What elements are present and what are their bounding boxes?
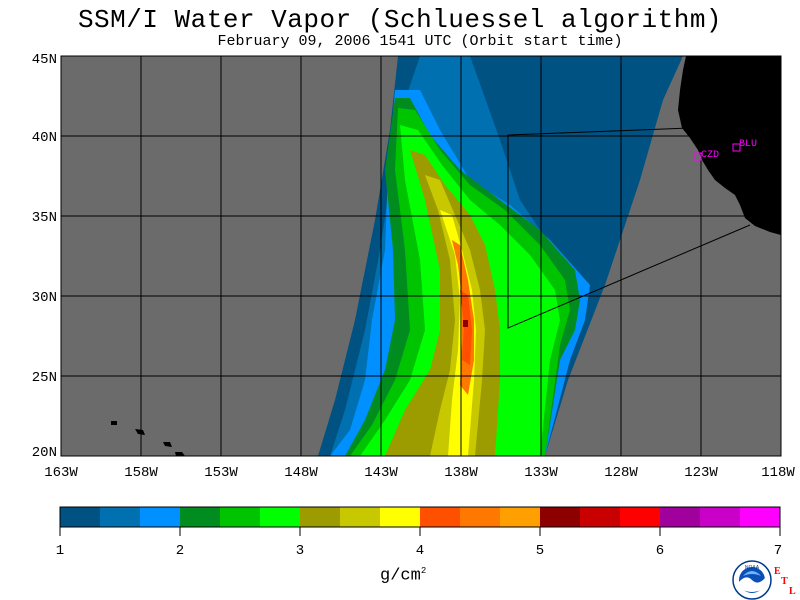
- etl-logo: E T L: [774, 566, 796, 597]
- lon-label: 148W: [284, 465, 318, 481]
- lon-label: 153W: [204, 465, 238, 481]
- map-border: [60, 55, 782, 457]
- lat-label: 45N: [32, 52, 57, 68]
- colorbar-swatch: [740, 507, 781, 527]
- etl-letter-e: E: [774, 566, 781, 577]
- longitude-labels: 163W 158W 153W 148W 143W 138W 133W 128W …: [44, 465, 795, 481]
- colorbar-swatch: [660, 507, 701, 527]
- swath-band-yellow: [440, 210, 476, 456]
- swath-layer: [318, 56, 683, 456]
- station-blu-marker: [732, 143, 741, 152]
- colorbar-swatch: [340, 507, 381, 527]
- lon-label: 128W: [604, 465, 638, 481]
- lon-label: 118W: [761, 465, 795, 481]
- california-coast-land: [678, 56, 781, 235]
- lon-label: 123W: [684, 465, 718, 481]
- lat-label: 30N: [32, 290, 57, 306]
- hawaii-island-big-island: [175, 452, 185, 456]
- colorbar-tick-label: 4: [416, 543, 424, 559]
- lon-label: 138W: [444, 465, 478, 481]
- map-title: SSM/I Water Vapor (Schluessel algorithm): [77, 5, 723, 35]
- colorbar-swatch: [620, 507, 661, 527]
- colorbar-swatch: [100, 507, 141, 527]
- colorbar-tick-label: 1: [56, 543, 64, 559]
- hawaii-island-kauai: [111, 421, 117, 425]
- colorbar-tick-label: 5: [536, 543, 544, 559]
- colorbar-swatch: [540, 507, 581, 527]
- latitude-labels: 45N 40N 35N 30N 25N 20N: [32, 52, 57, 461]
- colorbar-swatch: [180, 507, 221, 527]
- lat-label: 40N: [32, 130, 57, 146]
- colorbar-unit-label: g/cm2: [380, 566, 426, 586]
- colorbar-swatch: [60, 507, 101, 527]
- station-czd-marker: [693, 152, 702, 161]
- colorbar-swatch: [300, 507, 341, 527]
- hawaii-island-maui: [163, 442, 172, 447]
- station-czd: CZD: [693, 150, 719, 161]
- station-blu: BLU: [732, 139, 757, 152]
- graticule: [61, 56, 781, 456]
- swath-band-red-orange: [460, 290, 472, 365]
- lon-label: 133W: [524, 465, 558, 481]
- station-blu-label: BLU: [739, 139, 757, 150]
- unit-exponent: 2: [420, 566, 427, 576]
- colorbar-swatch: [460, 507, 501, 527]
- station-czd-label: CZD: [701, 150, 719, 161]
- swath-peak-dark-red: [463, 320, 468, 327]
- colorbar-ticks: 1 2 3 4 5 6 7: [56, 527, 782, 559]
- colorbar-swatch: [220, 507, 261, 527]
- lon-label: 143W: [364, 465, 398, 481]
- colorbar-swatch: [420, 507, 461, 527]
- noaa-logo: NOAA: [732, 560, 772, 600]
- hawaii-island-oahu: [135, 429, 145, 435]
- lon-label: 163W: [44, 465, 78, 481]
- colorbar: [60, 507, 781, 527]
- lat-label: 25N: [32, 370, 57, 386]
- colorbar-tick-label: 2: [176, 543, 184, 559]
- unit-text: g/cm: [380, 566, 421, 586]
- colorbar-tick-label: 6: [656, 543, 664, 559]
- trajectory-box-outline: [507, 127, 751, 329]
- colorbar-swatch: [700, 507, 741, 527]
- land-layer: [111, 56, 781, 456]
- etl-letter-t: T: [781, 576, 788, 587]
- colorbar-swatch: [500, 507, 541, 527]
- colorbar-tick-label: 3: [296, 543, 304, 559]
- colorbar-swatch: [140, 507, 181, 527]
- lon-label: 158W: [124, 465, 158, 481]
- colorbar-swatch: [380, 507, 421, 527]
- colorbar-tick-label: 7: [774, 543, 782, 559]
- lat-label: 20N: [32, 445, 57, 461]
- etl-letter-l: L: [789, 586, 796, 597]
- colorbar-swatch: [260, 507, 301, 527]
- colorbar-swatch: [580, 507, 621, 527]
- lat-label: 35N: [32, 210, 57, 226]
- noaa-logo-text: NOAA: [745, 565, 760, 571]
- map-subtitle: February 09, 2006 1541 UTC (Orbit start …: [217, 33, 623, 50]
